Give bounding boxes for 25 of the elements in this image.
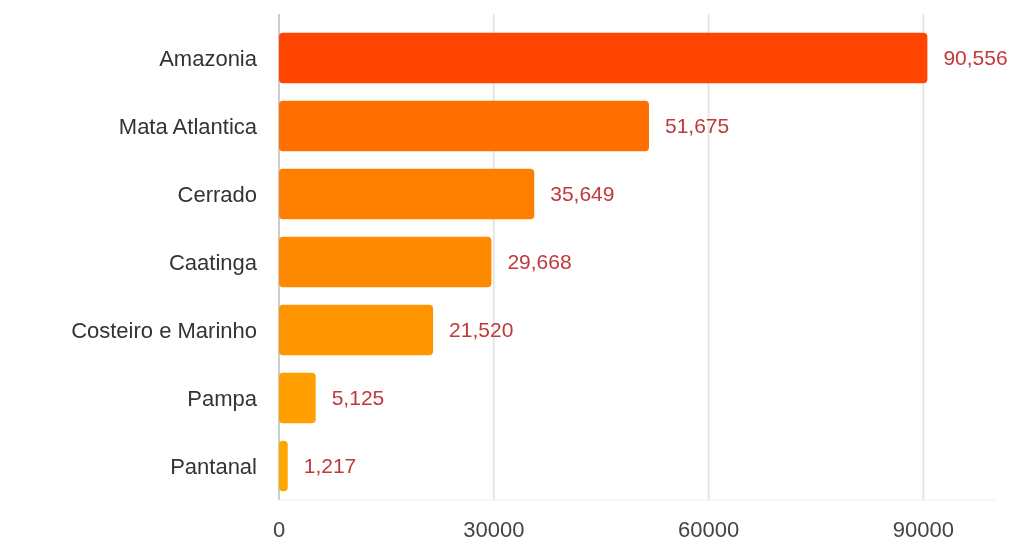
bar xyxy=(279,32,928,84)
bar xyxy=(279,100,649,152)
bar xyxy=(279,168,535,220)
data-label: 1,217 xyxy=(303,454,357,478)
data-label: 21,520 xyxy=(449,318,514,342)
y-tick-label: Costeiro e Marinho xyxy=(71,317,257,343)
y-tick-label: Mata Atlantica xyxy=(118,113,258,139)
x-tick-label: 0 xyxy=(272,517,286,542)
y-tick-label: Caatinga xyxy=(168,249,258,275)
x-tick-label: 90000 xyxy=(892,517,954,542)
bar xyxy=(279,372,316,424)
data-label: 29,668 xyxy=(507,250,572,274)
y-tick-label: Amazonia xyxy=(159,45,258,71)
data-label: 90,556 xyxy=(943,46,1008,70)
bar xyxy=(279,236,492,288)
data-label: 35,649 xyxy=(550,182,615,206)
bar xyxy=(279,304,434,356)
x-tick-label: 60000 xyxy=(678,517,740,542)
data-label: 51,675 xyxy=(664,114,730,138)
y-tick-label: Pantanal xyxy=(170,453,257,479)
bar xyxy=(279,440,288,492)
y-tick-label: Cerrado xyxy=(177,181,257,207)
data-label: 5,125 xyxy=(331,386,385,410)
x-tick-label: 30000 xyxy=(463,517,525,542)
y-tick-label: Pampa xyxy=(187,385,258,411)
